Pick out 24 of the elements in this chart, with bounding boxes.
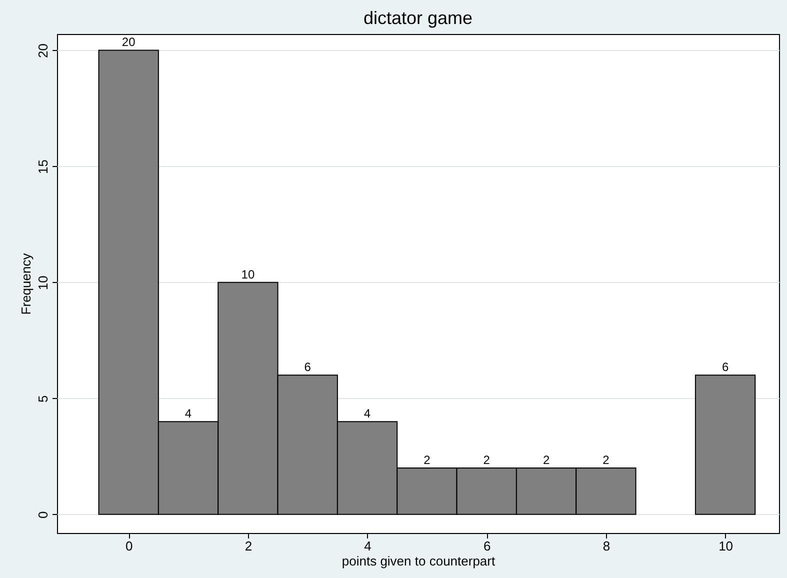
x-tick-label: 0 [125, 538, 133, 554]
y-tick-label: 10 [36, 276, 50, 290]
data-label: 20 [122, 35, 136, 50]
y-tick-label: 20 [36, 44, 50, 58]
data-label: 2 [602, 453, 610, 468]
x-tick-label: 6 [484, 538, 491, 554]
x-tick-label: 8 [602, 538, 610, 554]
data-label: 6 [722, 360, 729, 374]
data-label: 2 [542, 453, 550, 468]
x-tick-label: 4 [364, 538, 372, 554]
y-axis-title: Frequency [18, 252, 34, 315]
y-tick-label: 5 [36, 395, 50, 403]
x-tick-label: 2 [244, 538, 252, 554]
data-label: 2 [483, 453, 490, 468]
x-axis-title: points given to counterpart [342, 554, 496, 568]
y-tick-label: 0 [36, 511, 50, 519]
data-label: 10 [241, 267, 255, 282]
data-label: 4 [184, 406, 192, 421]
y-tick-label: 15 [36, 160, 50, 174]
x-tick-label: 10 [718, 538, 734, 554]
data-label: 4 [364, 406, 371, 421]
data-label: 2 [424, 453, 431, 468]
chart-title: dictator game [363, 8, 473, 28]
data-label: 6 [304, 360, 312, 374]
